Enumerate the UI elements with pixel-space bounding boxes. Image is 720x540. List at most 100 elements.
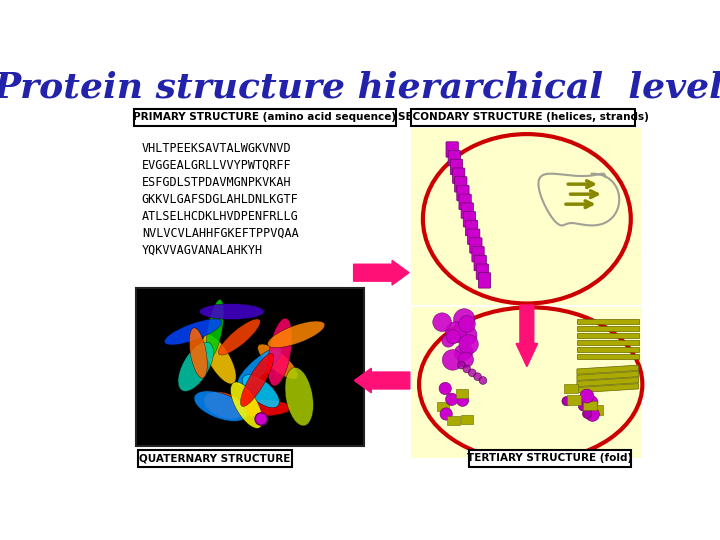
Circle shape bbox=[459, 335, 478, 354]
Circle shape bbox=[585, 408, 600, 421]
Bar bbox=[137, 288, 364, 446]
FancyBboxPatch shape bbox=[461, 203, 474, 218]
Circle shape bbox=[479, 377, 487, 384]
Ellipse shape bbox=[285, 367, 313, 426]
Text: ATLSELHCDKLHVDPENFRLLG: ATLSELHCDKLHVDPENFRLLG bbox=[142, 210, 299, 222]
FancyBboxPatch shape bbox=[450, 159, 463, 174]
Ellipse shape bbox=[238, 348, 282, 386]
Circle shape bbox=[584, 396, 598, 409]
Bar bbox=[436, 402, 449, 411]
FancyArrow shape bbox=[354, 260, 409, 285]
FancyBboxPatch shape bbox=[472, 247, 484, 262]
Circle shape bbox=[439, 382, 451, 395]
Bar bbox=[564, 384, 577, 393]
Circle shape bbox=[468, 369, 476, 377]
Circle shape bbox=[433, 313, 451, 332]
Circle shape bbox=[459, 345, 473, 358]
Bar bbox=[456, 389, 468, 398]
Ellipse shape bbox=[230, 382, 263, 428]
Circle shape bbox=[456, 325, 477, 346]
Bar bbox=[577, 326, 639, 331]
FancyBboxPatch shape bbox=[467, 229, 480, 245]
Circle shape bbox=[446, 322, 467, 342]
Text: SECONDARY STRUCTURE (helices, strands): SECONDARY STRUCTURE (helices, strands) bbox=[397, 112, 649, 122]
Bar bbox=[583, 401, 597, 410]
Circle shape bbox=[454, 309, 475, 330]
Ellipse shape bbox=[189, 328, 207, 378]
Ellipse shape bbox=[240, 354, 274, 407]
Circle shape bbox=[446, 330, 460, 344]
Bar bbox=[411, 307, 642, 457]
Bar bbox=[577, 333, 639, 338]
Text: Protein structure hierarchical  levels: Protein structure hierarchical levels bbox=[0, 71, 720, 105]
Ellipse shape bbox=[419, 307, 642, 461]
Polygon shape bbox=[577, 372, 639, 381]
Bar bbox=[134, 109, 396, 126]
Ellipse shape bbox=[199, 303, 264, 320]
Circle shape bbox=[446, 393, 458, 406]
FancyBboxPatch shape bbox=[478, 273, 490, 288]
Polygon shape bbox=[577, 377, 639, 387]
Bar bbox=[461, 415, 473, 424]
Circle shape bbox=[463, 365, 471, 373]
Ellipse shape bbox=[423, 134, 631, 303]
FancyArrow shape bbox=[354, 368, 410, 393]
Text: ESFGDLSTPDAVMGNPKVKAH: ESFGDLSTPDAVMGNPKVKAH bbox=[142, 176, 292, 188]
Ellipse shape bbox=[258, 344, 298, 379]
Circle shape bbox=[459, 316, 475, 332]
Ellipse shape bbox=[243, 375, 279, 408]
Circle shape bbox=[578, 402, 588, 411]
Ellipse shape bbox=[218, 319, 261, 355]
Text: TERTIARY STRUCTURE (fold): TERTIARY STRUCTURE (fold) bbox=[467, 453, 633, 463]
FancyBboxPatch shape bbox=[469, 238, 482, 253]
Circle shape bbox=[440, 408, 452, 420]
Circle shape bbox=[442, 349, 463, 370]
Text: EVGGEALGRLLVVYPWTQRFF: EVGGEALGRLLVVYPWTQRFF bbox=[142, 159, 292, 172]
FancyArrow shape bbox=[516, 305, 538, 367]
Text: VHLTPEEKSAVTALWGKVNVD: VHLTPEEKSAVTALWGKVNVD bbox=[142, 142, 292, 155]
FancyBboxPatch shape bbox=[446, 142, 459, 157]
FancyBboxPatch shape bbox=[452, 168, 465, 184]
Bar bbox=[577, 319, 639, 325]
Circle shape bbox=[457, 361, 465, 369]
Bar bbox=[567, 395, 580, 404]
Circle shape bbox=[458, 352, 474, 367]
Ellipse shape bbox=[202, 334, 236, 384]
Bar bbox=[589, 406, 603, 415]
Ellipse shape bbox=[164, 319, 222, 345]
Ellipse shape bbox=[228, 400, 291, 416]
Circle shape bbox=[580, 389, 594, 403]
Bar bbox=[577, 347, 639, 352]
Bar bbox=[577, 354, 639, 359]
Circle shape bbox=[562, 396, 571, 406]
FancyBboxPatch shape bbox=[448, 151, 461, 166]
Text: GKKVLGAFSDGLAHLDNLKGTF: GKKVLGAFSDGLAHLDNLKGTF bbox=[142, 193, 299, 206]
FancyBboxPatch shape bbox=[454, 177, 467, 192]
Ellipse shape bbox=[194, 391, 248, 421]
Ellipse shape bbox=[178, 342, 213, 392]
Ellipse shape bbox=[204, 392, 245, 419]
FancyBboxPatch shape bbox=[456, 185, 469, 201]
Circle shape bbox=[474, 373, 482, 381]
Text: NVLVCVLAHHFGKEFTPPVQAA: NVLVCVLAHHFGKEFTPPVQAA bbox=[142, 226, 299, 240]
FancyBboxPatch shape bbox=[476, 264, 488, 279]
Ellipse shape bbox=[268, 321, 325, 348]
FancyBboxPatch shape bbox=[474, 255, 486, 271]
Circle shape bbox=[582, 409, 592, 418]
FancyBboxPatch shape bbox=[463, 212, 476, 227]
Bar bbox=[411, 128, 642, 305]
Text: PRIMARY STRUCTURE (amino acid sequence): PRIMARY STRUCTURE (amino acid sequence) bbox=[133, 112, 397, 122]
Polygon shape bbox=[577, 365, 639, 374]
Bar bbox=[469, 450, 631, 467]
Bar bbox=[411, 109, 634, 126]
Circle shape bbox=[454, 345, 471, 361]
FancyBboxPatch shape bbox=[459, 194, 472, 210]
FancyBboxPatch shape bbox=[465, 220, 478, 236]
Bar bbox=[577, 340, 639, 345]
Circle shape bbox=[456, 394, 469, 407]
Bar bbox=[138, 450, 292, 467]
Polygon shape bbox=[577, 383, 639, 393]
Text: QUATERNARY STRUCTURE: QUATERNARY STRUCTURE bbox=[139, 453, 291, 463]
Circle shape bbox=[442, 334, 455, 347]
Ellipse shape bbox=[268, 318, 292, 386]
